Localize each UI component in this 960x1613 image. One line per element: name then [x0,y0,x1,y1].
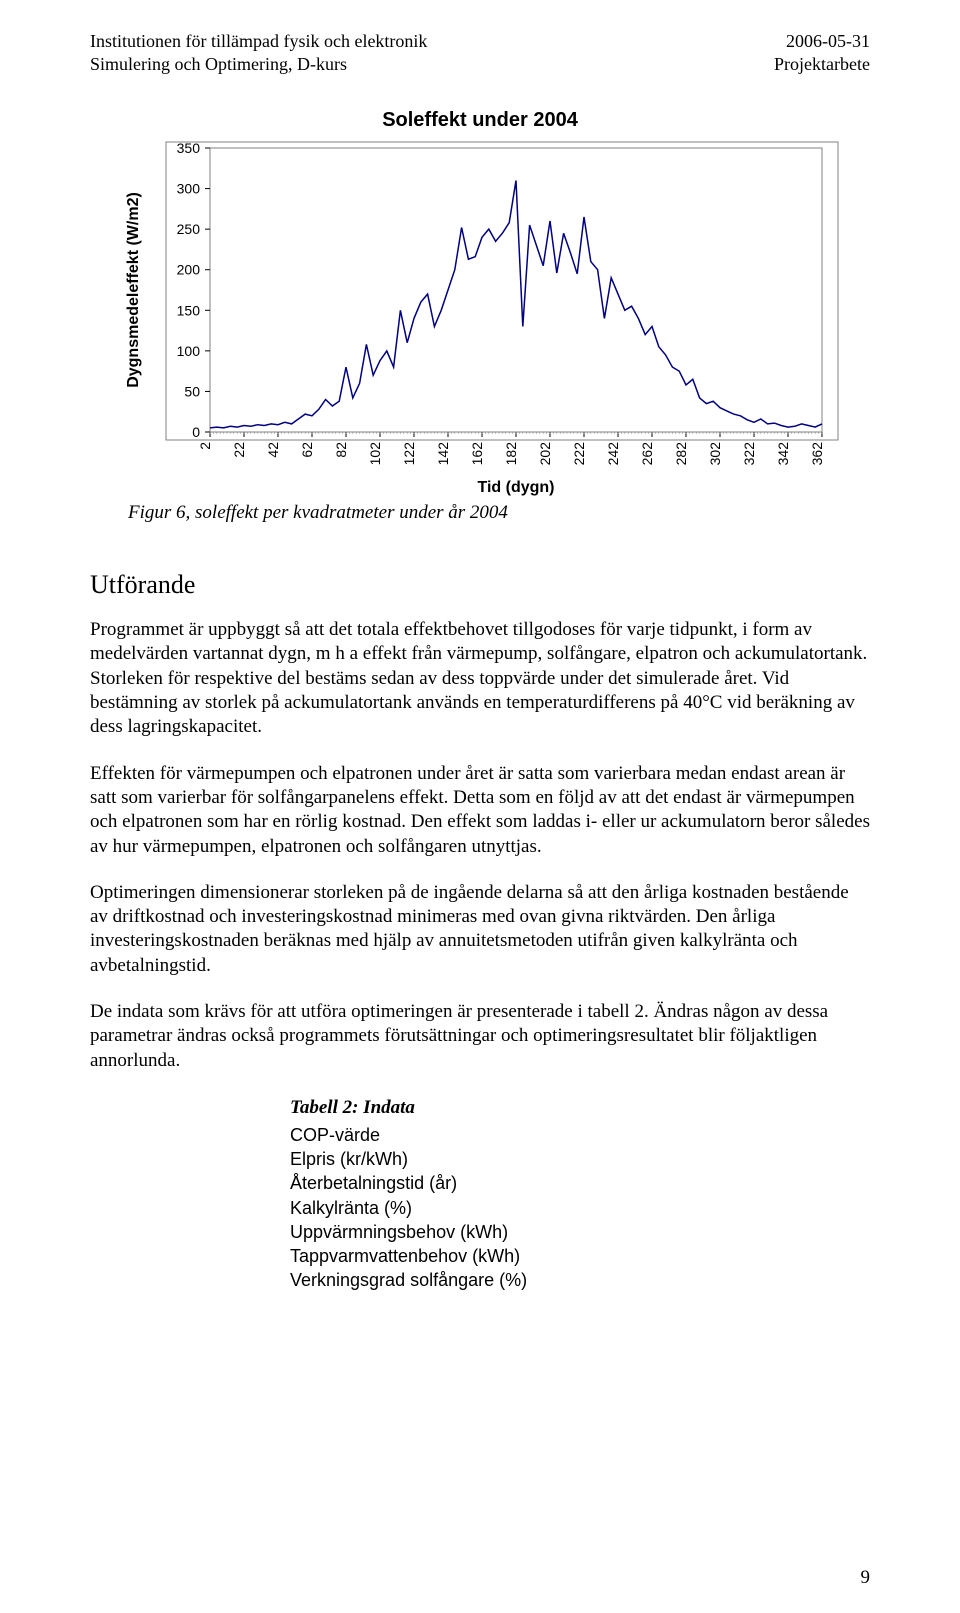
figure-caption: Figur 6, soleffekt per kvadratmeter unde… [128,502,870,524]
svg-text:242: 242 [605,442,621,466]
paragraph-4: De indata som krävs för att utföra optim… [90,1000,870,1073]
svg-text:122: 122 [401,442,417,466]
paragraph-3: Optimeringen dimensionerar storleken på … [90,881,870,978]
header-left-1: Institutionen för tillämpad fysik och el… [90,30,427,53]
svg-text:300: 300 [177,181,201,197]
svg-text:250: 250 [177,221,201,237]
svg-text:202: 202 [537,442,553,466]
svg-text:162: 162 [469,442,485,466]
table-2-title: Tabell 2: Indata [290,1095,870,1121]
section-heading-utforande: Utförande [90,570,870,600]
page: Institutionen för tillämpad fysik och el… [0,0,960,1613]
table-2-row: Kalkylränta (%) [290,1196,870,1220]
header-right: 2006-05-31 Projektarbete [774,30,870,75]
svg-text:102: 102 [367,442,383,466]
svg-text:262: 262 [639,442,655,466]
svg-text:282: 282 [673,442,689,466]
header-left-2: Simulering och Optimering, D-kurs [90,53,427,76]
svg-text:2: 2 [197,442,213,450]
svg-text:200: 200 [177,262,201,278]
table-2-row: Verkningsgrad solfångare (%) [290,1268,870,1292]
svg-text:150: 150 [177,302,201,318]
svg-text:22: 22 [231,442,247,458]
table-2-row: Uppvärmningsbehov (kWh) [290,1220,870,1244]
table-2-row: COP-värde [290,1123,870,1147]
svg-text:82: 82 [333,442,349,458]
page-number: 9 [861,1567,871,1589]
svg-text:62: 62 [299,442,315,458]
svg-text:42: 42 [265,442,281,458]
svg-text:342: 342 [775,442,791,466]
header-right-1: 2006-05-31 [774,30,870,53]
chart-container: Soleffekt under 2004 0 50 100 150 200 250 300 3… [120,109,840,498]
svg-text:Tid (dygn): Tid (dygn) [477,479,554,496]
table-2-row: Återbetalningstid (år) [290,1171,870,1195]
page-header: Institutionen för tillämpad fysik och el… [90,30,870,75]
svg-text:182: 182 [503,442,519,466]
paragraph-1: Programmet är uppbyggt så att det totala… [90,618,870,740]
svg-text:0: 0 [192,424,200,440]
table-2-row: Tappvarmvattenbehov (kWh) [290,1244,870,1268]
svg-text:322: 322 [741,442,757,466]
table-2-row: Elpris (kr/kWh) [290,1147,870,1171]
svg-text:100: 100 [177,343,201,359]
svg-text:350: 350 [177,140,201,156]
paragraph-2: Effekten för värmepumpen och elpatronen … [90,762,870,859]
header-right-2: Projektarbete [774,53,870,76]
svg-text:302: 302 [707,442,723,466]
header-left: Institutionen för tillämpad fysik och el… [90,30,427,75]
svg-text:222: 222 [571,442,587,466]
svg-text:142: 142 [435,442,451,466]
table-2: Tabell 2: Indata COP-värde Elpris (kr/kW… [290,1095,870,1293]
svg-text:50: 50 [184,383,200,399]
svg-text:Dygnsmedeleffekt (W/m2): Dygnsmedeleffekt (W/m2) [125,192,142,388]
line-chart: 0501001502002503003502224262821021221421… [120,138,840,498]
chart-title: Soleffekt under 2004 [120,109,840,132]
svg-text:362: 362 [809,442,825,466]
